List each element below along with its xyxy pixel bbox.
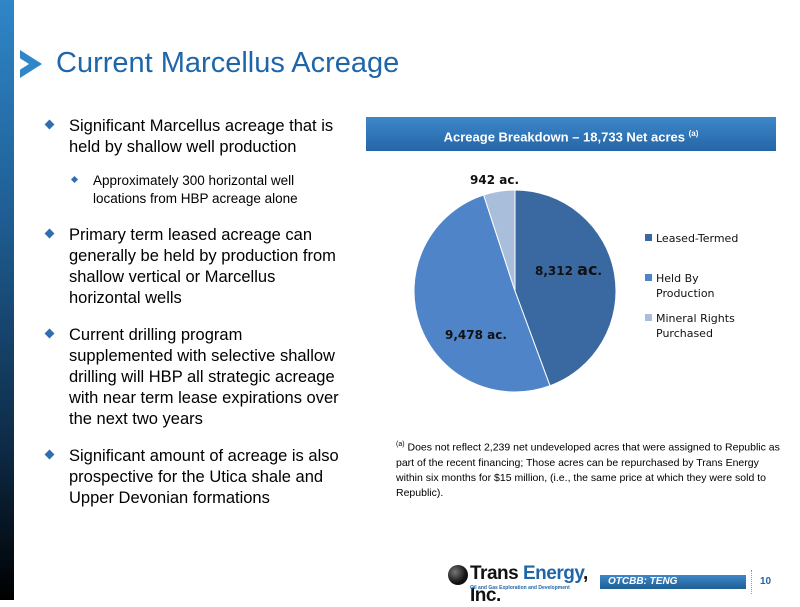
footnote-marker: (a) (396, 441, 405, 448)
sub-bullet-item: Approximately 300 horizontal well locati… (40, 172, 345, 208)
diamond-bullet-icon (44, 328, 55, 339)
diamond-bullet-icon (44, 228, 55, 239)
legend-item: Mineral Rights Purchased (645, 312, 735, 340)
logo-word-trans: Trans (470, 563, 523, 584)
acreage-pie-chart: 8,312 ac. 9,478 ac. 942 ac. Leased-Termed He… (413, 173, 738, 393)
pie-slice-mineral-rights-purchased (482, 189, 516, 292)
legend-swatch (645, 314, 652, 321)
legend-label: Held By (656, 272, 699, 285)
legend-label: Mineral Rights (656, 312, 735, 325)
footnote-text: Does not reflect 2,239 net undeveloped a… (396, 441, 780, 499)
pie-slice-leased-termed (514, 189, 617, 387)
banner-text: Acreage Breakdown – 18,733 Net acres (443, 129, 685, 145)
data-label: 942 ac. (470, 173, 519, 187)
legend-item: Held By Production (645, 272, 715, 300)
acreage-breakdown-banner: Acreage Breakdown – 18,733 Net acres (a) (366, 117, 776, 151)
bullet-text: Primary term leased acreage can generall… (69, 226, 336, 307)
bullet-text: Significant Marcellus acreage that is he… (69, 117, 334, 156)
diamond-bullet-icon (70, 175, 79, 184)
legend-label: Purchased (656, 327, 713, 340)
pie-slice-held-by-production (413, 194, 551, 393)
legend-swatch (645, 274, 652, 281)
diamond-bullet-icon (44, 119, 55, 130)
ticker-badge: OTCBB: TENG (600, 575, 746, 589)
logo-globe-icon (448, 565, 468, 585)
bullet-item: Primary term leased acreage can generall… (40, 225, 345, 309)
logo-tagline: Oil and Gas Exploration and Development (470, 585, 570, 591)
legend-swatch (645, 234, 652, 241)
bullet-item: Significant Marcellus acreage that is he… (40, 116, 345, 158)
logo-word-energy: Energy (522, 563, 584, 584)
bullet-list: Significant Marcellus acreage that is he… (40, 116, 345, 525)
footnote: (a) Does not reflect 2,239 net undevelop… (396, 437, 786, 501)
bullet-item: Current drilling program supplemented wi… (40, 325, 345, 430)
banner-footnote-marker: (a) (688, 129, 699, 138)
bullet-text: Current drilling program supplemented wi… (69, 326, 339, 428)
page-number: 10 (760, 576, 772, 587)
title-chevron-inner (18, 57, 29, 71)
page-title: Current Marcellus Acreage (56, 47, 400, 79)
legend-label: Leased-Termed (656, 232, 738, 245)
bullet-item: Significant amount of acreage is also pr… (40, 446, 345, 509)
data-label: 9,478 ac. (445, 328, 507, 342)
footer-divider (751, 570, 753, 594)
bullet-text: Significant amount of acreage is also pr… (69, 447, 339, 507)
diamond-bullet-icon (44, 449, 55, 460)
data-label: 8,312 ac. (535, 260, 602, 279)
legend-label: Production (656, 287, 715, 300)
company-logo: Trans Energy, Inc. Oil and Gas Explorati… (448, 563, 598, 606)
left-accent-bar (0, 0, 14, 600)
legend-item: Leased-Termed (645, 232, 738, 245)
sub-bullet-text: Approximately 300 horizontal well locati… (93, 173, 298, 206)
